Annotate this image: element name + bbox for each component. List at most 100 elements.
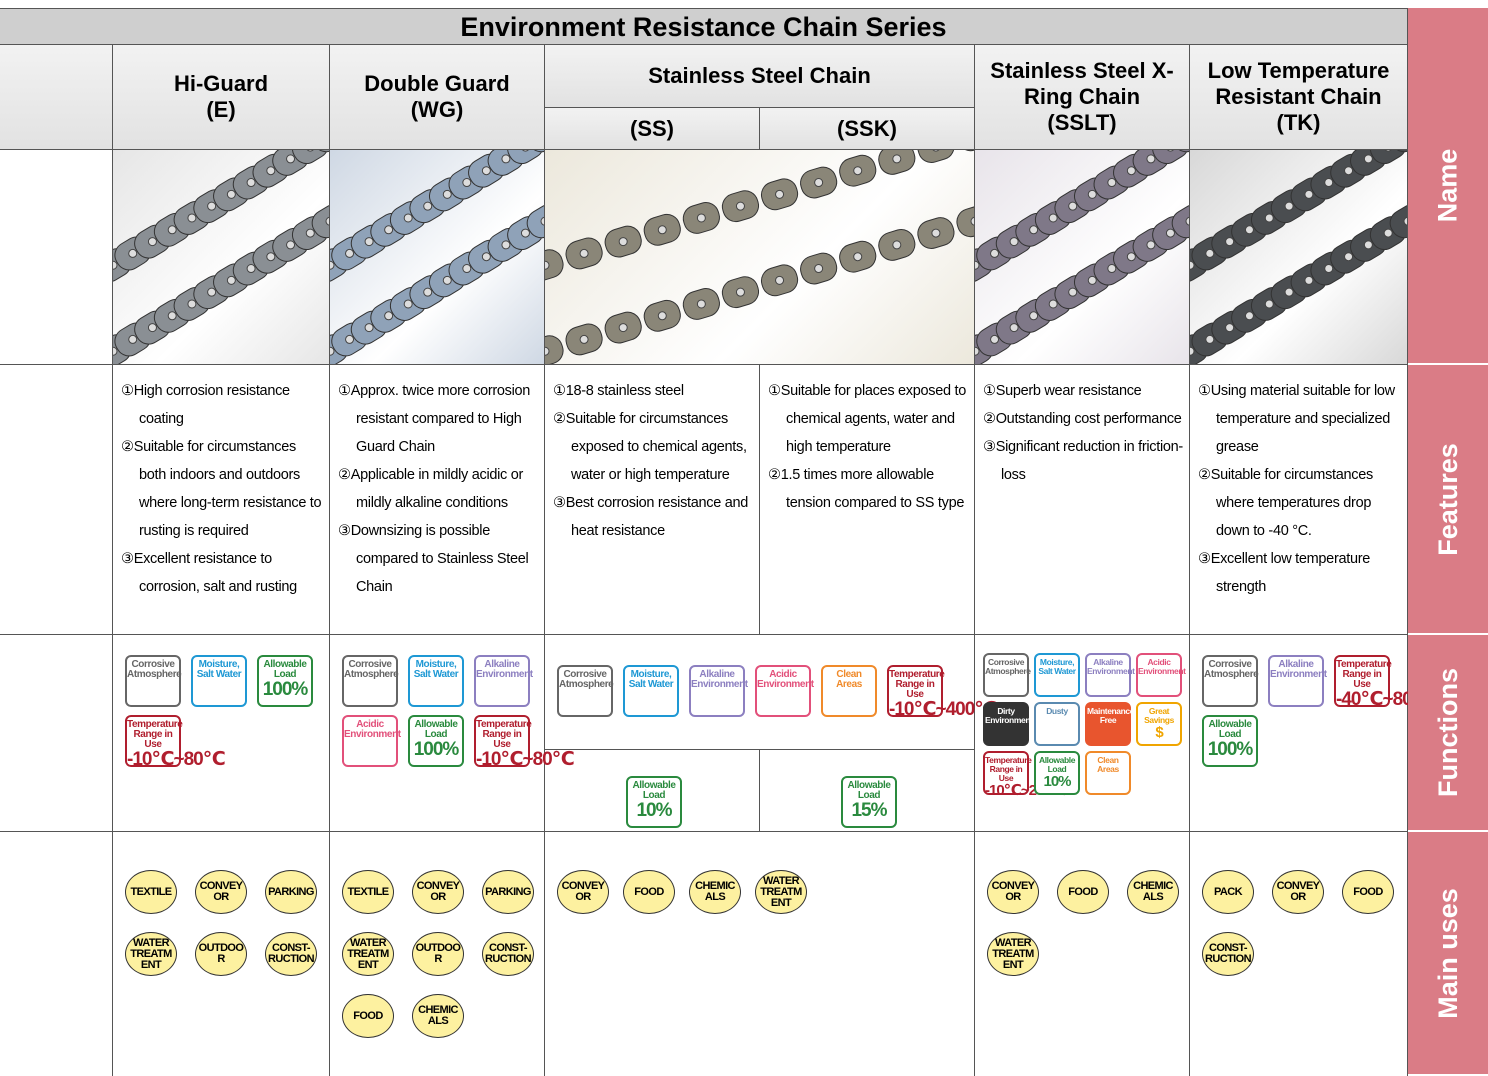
features-blank bbox=[0, 365, 113, 635]
use-badge: WATER TREATMENT bbox=[342, 932, 394, 976]
function-icon: Alkaline Environment bbox=[474, 655, 533, 707]
function-icon: Alkaline Environment bbox=[689, 665, 748, 717]
product-code: (E) bbox=[206, 97, 236, 122]
function-icon: Corrosive Atmosphere bbox=[983, 653, 1031, 697]
product-header: (SS) bbox=[545, 108, 760, 150]
icon-value: $ bbox=[1155, 724, 1163, 741]
feature-item: ①Superb wear resistance bbox=[983, 383, 1142, 399]
product-name: Double Guard bbox=[364, 71, 510, 96]
functions-cell: Allowable Load 10% bbox=[545, 750, 760, 832]
chain-image bbox=[330, 150, 545, 365]
icon-label: Allowable Load bbox=[847, 780, 891, 801]
icon-label: Moisture, Salt Water bbox=[413, 659, 459, 680]
function-icon: Alkaline Environment bbox=[1268, 655, 1327, 707]
function-icon: Allowable Load 100% bbox=[257, 655, 313, 707]
chain-drawing bbox=[113, 150, 329, 364]
main-uses-cell: CONVEYOR FOOD CHEMICALS WATER TREATMENT bbox=[975, 832, 1190, 1076]
functions-blank bbox=[0, 635, 113, 832]
feature-item: ③Significant reduction in friction-loss bbox=[983, 439, 1183, 483]
icon-value: -10℃~400℃ bbox=[889, 699, 997, 720]
functions-cell: Allowable Load 15% bbox=[760, 750, 975, 832]
function-icon: Clean Areas bbox=[1085, 751, 1131, 795]
feature-item: ②1.5 times more allowable tension compar… bbox=[768, 467, 965, 511]
icon-label: Allowable Load bbox=[632, 780, 676, 801]
function-icon: Moisture, Salt Water bbox=[408, 655, 464, 707]
function-icon: Allowable Load 15% bbox=[841, 776, 897, 828]
icon-label: Corrosive Atmosphere bbox=[985, 657, 1031, 676]
feature-item: ①Approx. twice more corrosion resistant … bbox=[338, 383, 531, 455]
product-header: Double Guard (WG) bbox=[330, 45, 545, 150]
function-icon: Dusty bbox=[1034, 702, 1080, 746]
icon-label: Corrosive Atmosphere bbox=[1204, 659, 1259, 680]
feature-item: ①Using material suitable for low tempera… bbox=[1198, 383, 1395, 455]
product-name: Hi-Guard bbox=[173, 71, 269, 96]
main-uses-cell: PACK CONVEYOR FOOD CONST-RUCTION bbox=[1190, 832, 1408, 1076]
use-badge: WATER TREATMENT bbox=[125, 932, 177, 976]
main-uses-cell: TEXTILE CONVEYOR PARKING WATER TREATMENT OUT… bbox=[113, 832, 330, 1076]
icon-label: Temperature Range in Use bbox=[985, 755, 1032, 783]
use-badge: CHEMICALS bbox=[412, 994, 464, 1038]
function-icon: Moisture, Salt Water bbox=[623, 665, 679, 717]
function-icon: Allowable Load 10% bbox=[626, 776, 682, 828]
function-icon: Corrosive Atmosphere bbox=[557, 665, 614, 717]
icon-label: Alkaline Environment bbox=[1270, 659, 1327, 680]
product-header: Stainless Steel X-Ring Chain (SSLT) bbox=[975, 45, 1190, 150]
icon-label: Moisture, Salt Water bbox=[628, 669, 674, 690]
product-name: Low Temperature Resistant Chain bbox=[1207, 58, 1390, 109]
title: Environment Resistance Chain Series bbox=[0, 8, 1408, 45]
icon-value: 100% bbox=[1207, 739, 1254, 760]
icon-value: 10% bbox=[1043, 773, 1071, 790]
icon-label: Acidic Environment bbox=[344, 719, 401, 740]
chain-drawing bbox=[330, 150, 544, 364]
icon-label: Moisture, Salt Water bbox=[196, 659, 242, 680]
icon-label: Temperature Range in Use bbox=[1336, 659, 1392, 690]
icon-label: Temperature Range in Use bbox=[476, 719, 532, 750]
side-label-text: Features bbox=[1432, 442, 1463, 556]
use-badge: FOOD bbox=[1342, 870, 1394, 914]
feature-item: ①Suitable for places exposed to chemical… bbox=[768, 383, 966, 455]
side-label: Features bbox=[1408, 365, 1488, 635]
image-blank bbox=[0, 150, 113, 365]
chain-image bbox=[1190, 150, 1408, 365]
group-header: Stainless Steel Chain bbox=[545, 45, 975, 108]
product-code: (SS) bbox=[630, 115, 674, 141]
feature-item: ①18-8 stainless steel bbox=[553, 383, 684, 399]
use-badge: PACK bbox=[1202, 870, 1254, 914]
icon-label: Acidic Environment bbox=[1138, 657, 1186, 676]
use-badge: OUTDOOR bbox=[195, 932, 247, 976]
function-icon: Acidic Environment bbox=[755, 665, 814, 717]
function-icon: Moisture, Salt Water bbox=[191, 655, 247, 707]
function-icon: Temperature Range in Use -10℃~80℃ bbox=[474, 715, 575, 770]
functions-shared: Corrosive Atmosphere Moisture, Salt Water… bbox=[545, 635, 997, 750]
feature-item: ②Suitable for circumstances where temper… bbox=[1198, 467, 1373, 539]
icon-value: 15% bbox=[851, 800, 887, 821]
function-icon: Great Savings $ bbox=[1136, 702, 1182, 746]
function-icon: Temperature Range in Use -40℃~80℃ bbox=[1334, 655, 1435, 710]
use-badge: WATER TREATMENT bbox=[755, 870, 807, 914]
use-badge: TEXTILE bbox=[125, 870, 177, 914]
chain-drawing bbox=[975, 150, 1189, 364]
side-label-text: Functions bbox=[1432, 668, 1463, 797]
product-code: (WG) bbox=[410, 97, 464, 122]
use-badge: CONST-RUCTION bbox=[265, 932, 317, 976]
function-icon: Allowable Load 10% bbox=[1034, 751, 1080, 795]
function-icon: Allowable Load 100% bbox=[1202, 715, 1258, 767]
function-icon: Maintenance-Free bbox=[1085, 702, 1137, 746]
icon-label: Alkaline Environment bbox=[691, 669, 748, 690]
chain-image bbox=[975, 150, 1190, 365]
use-badge: TEXTILE bbox=[342, 870, 394, 914]
icon-label: Allowable Load bbox=[263, 659, 307, 680]
use-badge: PARKING bbox=[482, 870, 534, 914]
features-cell: ①Approx. twice more corrosion resistant … bbox=[330, 365, 545, 635]
function-icon: Alkaline Environment bbox=[1085, 653, 1135, 697]
icon-label: Clean Areas bbox=[1097, 755, 1119, 774]
features-cell: ①Using material suitable for low tempera… bbox=[1190, 365, 1408, 635]
function-icon: Temperature Range in Use -10℃~80℃ bbox=[125, 715, 226, 770]
use-badge: CONVEYOR bbox=[1272, 870, 1324, 914]
feature-item: ②Outstanding cost performance bbox=[983, 411, 1182, 427]
use-badge: CONVEYOR bbox=[412, 870, 464, 914]
use-badge: FOOD bbox=[623, 870, 675, 914]
chain-drawing bbox=[545, 150, 974, 364]
uses-blank bbox=[0, 832, 113, 1076]
